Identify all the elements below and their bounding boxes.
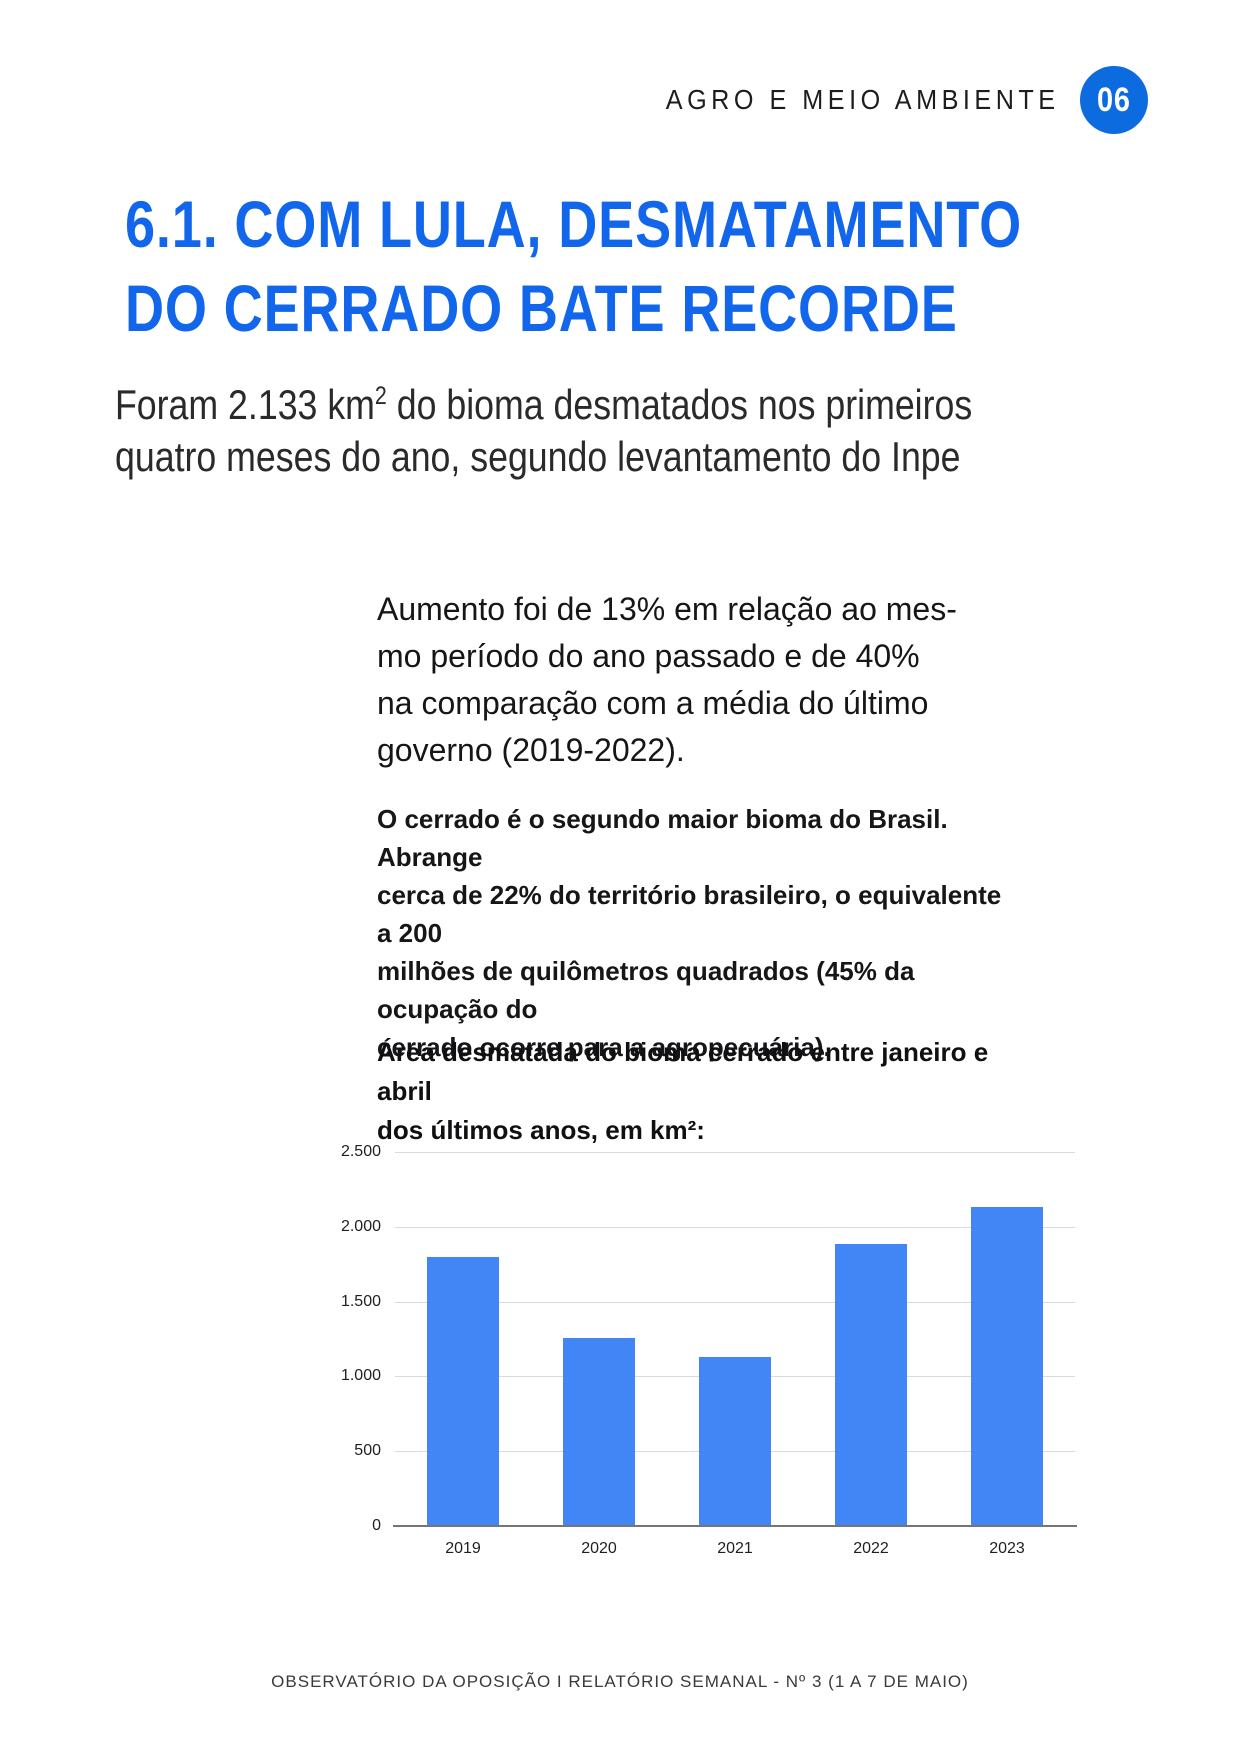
chart-ytick-label: 1.000 xyxy=(340,1367,381,1385)
lead-paragraph: Aumento foi de 13% em relação ao mes- mo… xyxy=(377,591,957,768)
chart-heading: Área desmatada do bioma cerrado entre ja… xyxy=(377,1037,989,1145)
report-footer: OBSERVATÓRIO DA OPOSIÇÃO I RELATÓRIO SEM… xyxy=(271,1672,969,1691)
chart-gridline xyxy=(395,1152,1075,1153)
chart-bar-2023 xyxy=(971,1206,1043,1526)
chart-xtick-label: 2021 xyxy=(717,1540,753,1557)
chart-ytick-label: 500 xyxy=(354,1442,381,1460)
page-number-badge: 06 xyxy=(1080,66,1148,134)
subtitle-superscript: 2 xyxy=(374,382,387,410)
chart-ytick-label: 0 xyxy=(372,1517,381,1534)
section-label: AGRO E MEIO AMBIENTE xyxy=(666,84,1060,115)
page-header: AGRO E MEIO AMBIENTE 06 xyxy=(622,66,1148,134)
title-line-2: DO CERRADO BATE RECORDE xyxy=(125,271,958,345)
chart-bar-2020 xyxy=(563,1338,635,1526)
article-subtitle: Foram 2.133 km2 do bioma desmatados nos … xyxy=(115,370,972,483)
chart-xtick-label: 2019 xyxy=(445,1540,481,1557)
deforestation-bar-chart: 0 500 1.000 1.500 2.000 2.500 2019 2020 2021 2022… xyxy=(340,1118,1080,1588)
chart-bar-2022 xyxy=(835,1244,907,1526)
chart-ytick-label: 2.000 xyxy=(340,1217,381,1235)
chart-xtick-label: 2022 xyxy=(853,1540,889,1557)
chart-plot-area: 0 500 1.000 1.500 2.000 2.500 2019 2020 2021 2022… xyxy=(341,1143,1077,1557)
chart-bar-2019 xyxy=(427,1257,499,1526)
chart-gridline xyxy=(395,1226,1075,1228)
subtitle-text-start: Foram 2.133 km xyxy=(115,381,375,428)
article-title: 6.1. COM LULA, DESMATAMENTO DO CERRADO B… xyxy=(125,182,1219,350)
body-paragraph: O cerrado é o segundo maior bioma do Bra… xyxy=(377,804,1002,1062)
title-line-1: 6.1. COM LULA, DESMATAMENTO xyxy=(125,187,1023,261)
page-number: 06 xyxy=(1097,80,1131,119)
chart-bar-2021 xyxy=(699,1356,771,1526)
chart-ytick-label: 1.500 xyxy=(340,1292,381,1310)
chart-xtick-label: 2023 xyxy=(989,1540,1025,1557)
chart-gridline xyxy=(395,1301,1075,1303)
chart-ytick-label: 2.500 xyxy=(340,1143,381,1160)
chart-baseline xyxy=(393,1525,1077,1527)
subtitle-text-end: do bioma desmatados nos primeiros quatro… xyxy=(115,381,973,480)
chart-xtick-label: 2020 xyxy=(581,1540,617,1557)
